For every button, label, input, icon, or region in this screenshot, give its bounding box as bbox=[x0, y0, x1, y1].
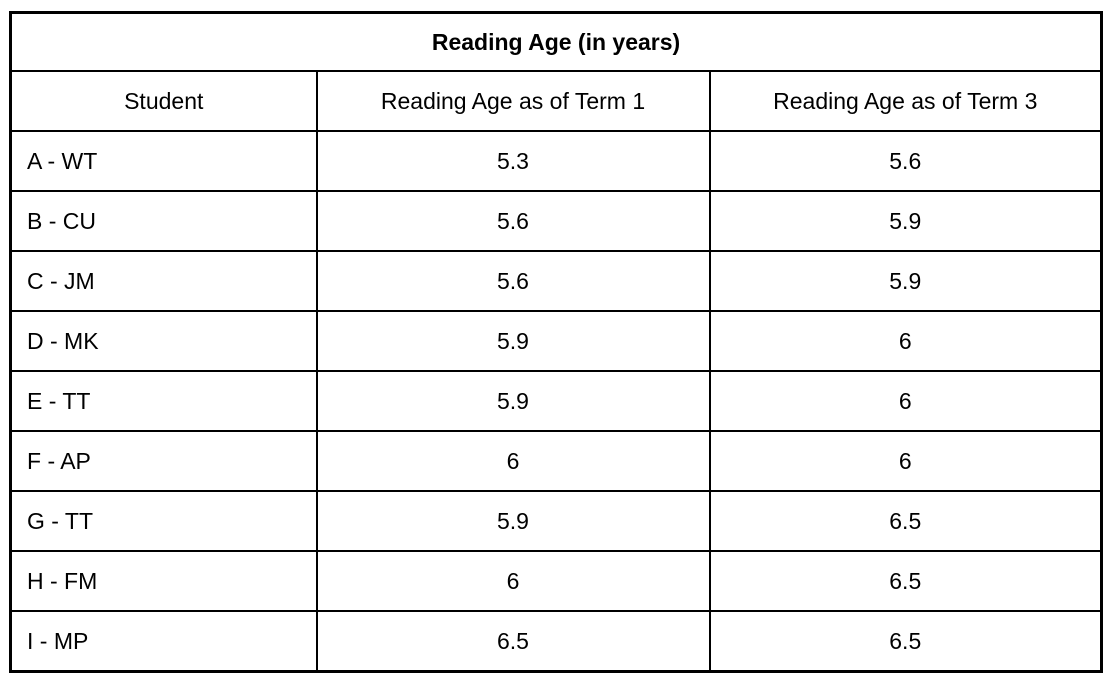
term3-cell: 5.9 bbox=[708, 190, 1103, 252]
term3-cell: 6.5 bbox=[708, 490, 1103, 552]
term1-cell: 5.9 bbox=[315, 490, 711, 552]
term3-cell: 5.9 bbox=[708, 250, 1103, 312]
term3-cell: 6.5 bbox=[708, 610, 1103, 673]
term1-cell: 6 bbox=[315, 550, 711, 612]
student-cell: B - CU bbox=[9, 190, 318, 252]
table-row: B - CU 5.6 5.9 bbox=[9, 190, 1103, 252]
table-row: F - AP 6 6 bbox=[9, 430, 1103, 492]
table-row: C - JM 5.6 5.9 bbox=[9, 250, 1103, 312]
student-cell: I - MP bbox=[9, 610, 318, 673]
student-cell: C - JM bbox=[9, 250, 318, 312]
column-header-term3: Reading Age as of Term 3 bbox=[708, 70, 1103, 132]
term1-cell: 6 bbox=[315, 430, 711, 492]
term1-cell: 5.6 bbox=[315, 190, 711, 252]
term3-cell: 6 bbox=[708, 430, 1103, 492]
column-header-student: Student bbox=[9, 70, 318, 132]
student-cell: F - AP bbox=[9, 430, 318, 492]
term3-cell: 6.5 bbox=[708, 550, 1103, 612]
column-header-term1: Reading Age as of Term 1 bbox=[315, 70, 711, 132]
reading-age-table-container: Reading Age (in years) Student Reading A… bbox=[9, 11, 1104, 673]
student-cell: A - WT bbox=[9, 130, 318, 192]
term1-cell: 5.3 bbox=[315, 130, 711, 192]
student-cell: H - FM bbox=[9, 550, 318, 612]
table-title-row: Reading Age (in years) bbox=[9, 11, 1103, 72]
term3-cell: 6 bbox=[708, 310, 1103, 372]
table-row: D - MK 5.9 6 bbox=[9, 310, 1103, 372]
term1-cell: 6.5 bbox=[315, 610, 711, 673]
table-row: I - MP 6.5 6.5 bbox=[9, 610, 1103, 673]
term1-cell: 5.9 bbox=[315, 370, 711, 432]
term1-cell: 5.9 bbox=[315, 310, 711, 372]
term3-cell: 5.6 bbox=[708, 130, 1103, 192]
student-cell: E - TT bbox=[9, 370, 318, 432]
table-header-row: Student Reading Age as of Term 1 Reading… bbox=[9, 70, 1103, 132]
table-row: E - TT 5.9 6 bbox=[9, 370, 1103, 432]
term1-cell: 5.6 bbox=[315, 250, 711, 312]
table-title: Reading Age (in years) bbox=[9, 11, 1103, 72]
student-cell: G - TT bbox=[9, 490, 318, 552]
reading-age-table: Reading Age (in years) Student Reading A… bbox=[9, 11, 1104, 673]
table-row: G - TT 5.9 6.5 bbox=[9, 490, 1103, 552]
term3-cell: 6 bbox=[708, 370, 1103, 432]
table-row: A - WT 5.3 5.6 bbox=[9, 130, 1103, 192]
student-cell: D - MK bbox=[9, 310, 318, 372]
table-row: H - FM 6 6.5 bbox=[9, 550, 1103, 612]
